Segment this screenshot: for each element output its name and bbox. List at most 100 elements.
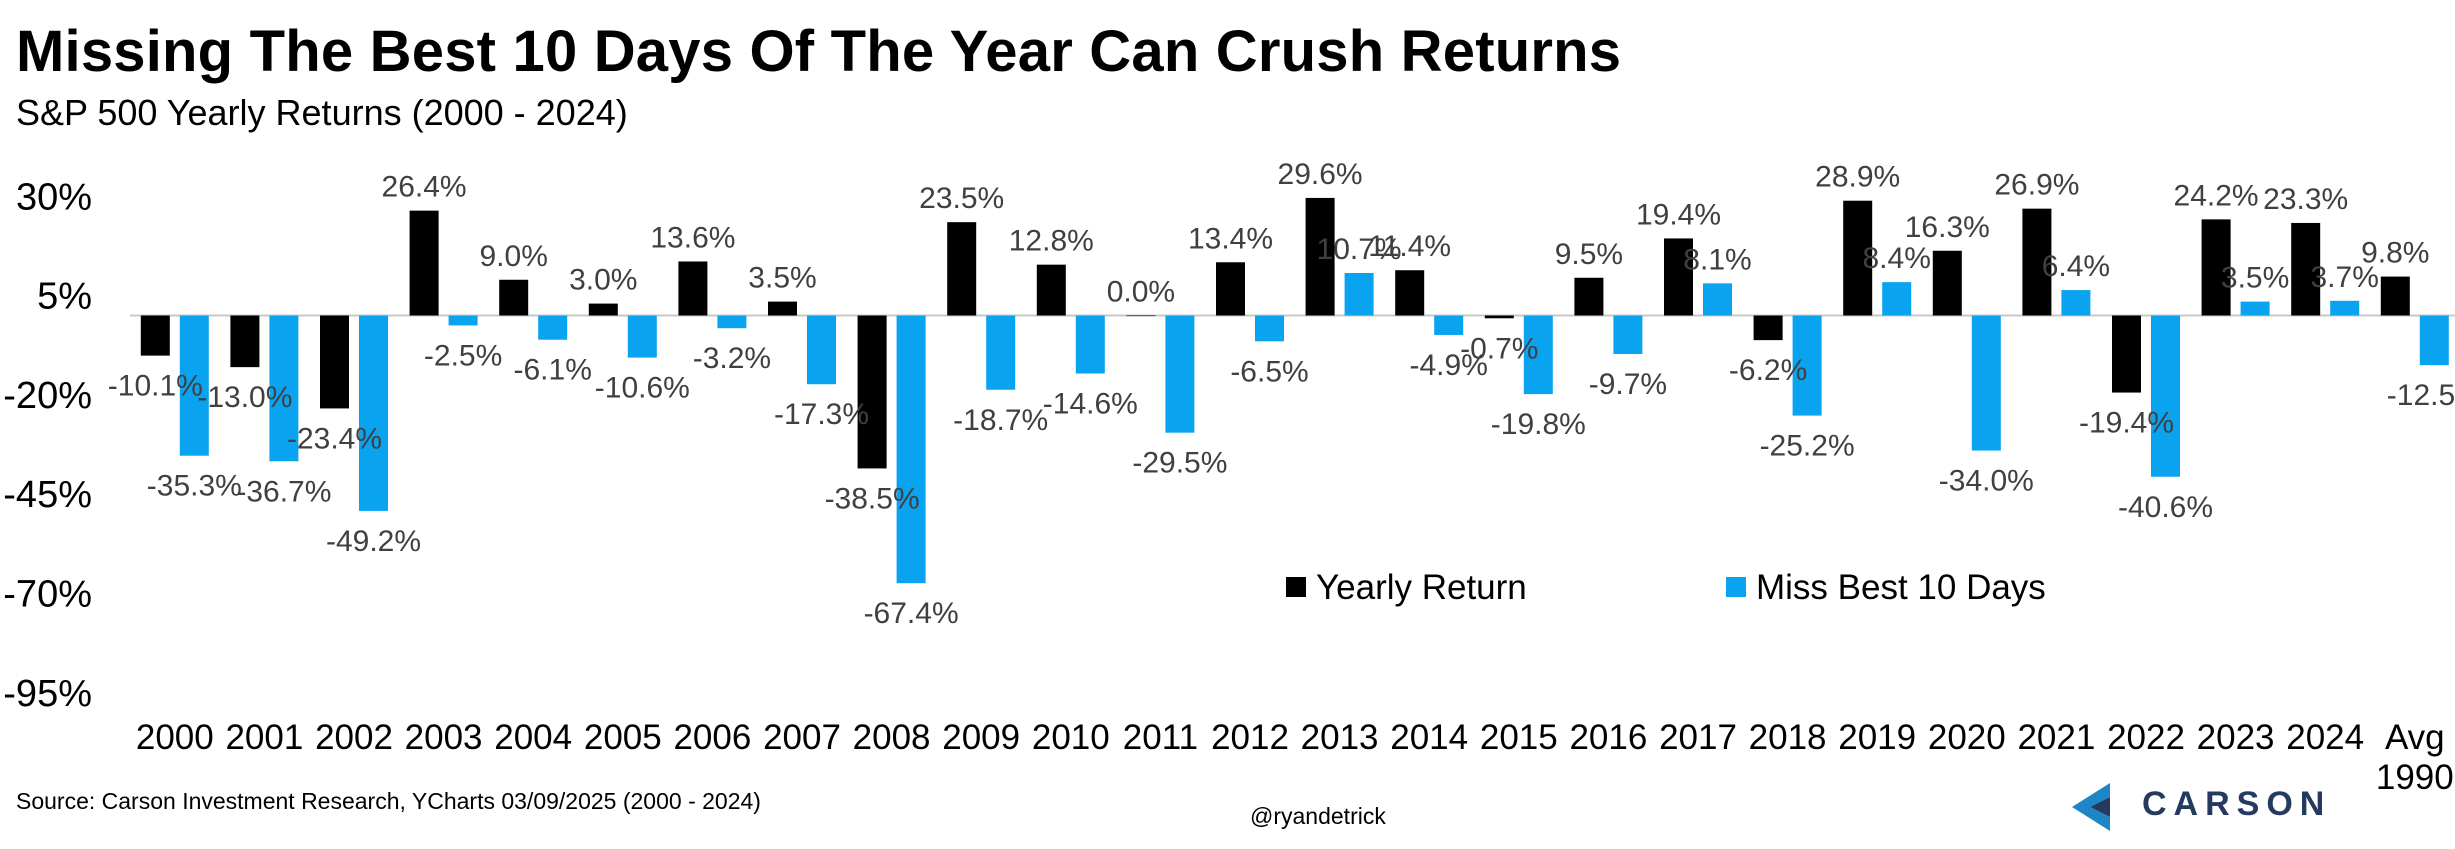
x-tick-label: 2009	[942, 718, 1020, 757]
data-label: -67.4%	[864, 597, 959, 630]
legend-label: Yearly Return	[1316, 568, 1527, 607]
bar-miss-best-10-days	[2330, 300, 2360, 316]
data-label: 10.7%	[1317, 233, 1402, 266]
data-label: -25.2%	[1760, 430, 1855, 463]
x-tick-label: 2000	[136, 718, 214, 757]
data-label: -6.1%	[514, 354, 592, 387]
bar-miss-best-10-days	[1434, 315, 1464, 335]
x-tick-label: 2016	[1569, 718, 1647, 757]
data-label: 9.8%	[2361, 237, 2429, 270]
bar-miss-best-10-days	[1344, 272, 1374, 316]
legend-label: Miss Best 10 Days	[1756, 568, 2046, 607]
bar-miss-best-10-days	[179, 315, 209, 456]
data-label: -36.7%	[236, 475, 331, 508]
bar-yearly-return	[2201, 219, 2231, 316]
data-labels: -10.1% -35.3% -13.0% -36.7% -23.4% -49.2% 26.4…	[108, 158, 2455, 630]
bar-miss-best-10-days	[448, 315, 478, 326]
bar-miss-best-10-days	[2061, 290, 2091, 316]
author-handle: @ryandetrick	[1250, 803, 1386, 829]
data-label: 23.3%	[2263, 183, 2348, 216]
data-label: 29.6%	[1278, 158, 1363, 191]
carson-logo-icon	[2072, 783, 2110, 831]
bar-miss-best-10-days	[1613, 315, 1643, 355]
data-label: -38.5%	[825, 482, 920, 515]
data-label: -4.9%	[1410, 349, 1488, 382]
data-label: 3.5%	[2221, 262, 2289, 295]
bar-miss-best-10-days	[627, 315, 657, 358]
bar-yearly-return	[1036, 264, 1066, 316]
bar-miss-best-10-days	[1523, 315, 1553, 395]
bar-yearly-return	[678, 261, 708, 316]
bar-yearly-return	[1753, 315, 1783, 341]
data-label: -19.4%	[2079, 407, 2174, 440]
data-label: 26.9%	[1994, 169, 2079, 202]
data-label: -17.3%	[774, 398, 869, 431]
data-label: 16.3%	[1905, 211, 1990, 244]
x-tick-label: 2015	[1480, 718, 1558, 757]
data-label: 28.9%	[1815, 161, 1900, 194]
bar-miss-best-10-days	[1703, 283, 1732, 316]
x-tick-label: 2023	[2197, 718, 2275, 757]
bar-chart: 30% 5% -20% -45% -70% -95% -10.1% -35.3% -13.0%…	[3, 158, 2455, 790]
x-tick-label: 2013	[1301, 718, 1379, 757]
x-tick-label: 2014	[1390, 718, 1468, 757]
x-tick-label: 2012	[1211, 718, 1289, 757]
data-label: -3.2%	[693, 342, 771, 375]
bar-miss-best-10-days	[1971, 315, 2001, 451]
bar-yearly-return	[1305, 197, 1335, 316]
data-label: 24.2%	[2174, 179, 2259, 212]
carson-logo-text: CARSON	[2142, 785, 2332, 823]
data-label: 0.0%	[1107, 276, 1175, 309]
data-label: -6.2%	[1729, 354, 1807, 387]
data-label: -2.5%	[424, 339, 502, 372]
bar-miss-best-10-days	[986, 315, 1016, 390]
x-tick-label: 2022	[2107, 718, 2185, 757]
bar-miss-best-10-days	[1882, 282, 1912, 316]
data-label: -19.8%	[1491, 408, 1586, 441]
y-tick-label: -45%	[3, 474, 92, 516]
data-label: -34.0%	[1939, 465, 2034, 498]
data-label: 9.0%	[480, 240, 548, 273]
data-label: -9.7%	[1589, 368, 1667, 401]
data-label: 13.6%	[650, 221, 735, 254]
x-tick-label: 2010	[1032, 718, 1110, 757]
data-label: -49.2%	[326, 525, 421, 558]
bar-yearly-return	[320, 315, 349, 409]
x-tick-label: 2006	[673, 718, 751, 757]
data-label: -10.6%	[595, 372, 690, 405]
data-label: 6.4%	[2042, 250, 2110, 283]
legend-swatch-yearly-return	[1286, 577, 1306, 597]
data-label: 13.4%	[1188, 222, 1273, 255]
bar-miss-best-10-days	[1792, 315, 1822, 416]
data-label: -40.6%	[2118, 491, 2213, 524]
data-label: -35.3%	[147, 470, 242, 503]
data-label: 26.4%	[382, 171, 467, 204]
bar-yearly-return	[2380, 276, 2410, 316]
x-tick-label: 2021	[2017, 718, 2095, 757]
bar-yearly-return	[499, 279, 529, 316]
bar-yearly-return	[768, 301, 797, 316]
x-tick-label: 2020	[1928, 718, 2006, 757]
x-tick-label: 2002	[315, 718, 393, 757]
data-label: 3.7%	[2311, 261, 2379, 294]
y-tick-label: 5%	[37, 276, 92, 318]
data-label: -14.6%	[1043, 387, 1138, 420]
bar-yearly-return	[2112, 315, 2141, 393]
data-label: 11.4%	[1368, 230, 1451, 263]
data-label: 3.5%	[748, 262, 816, 295]
legend-swatch-miss-best-10-days	[1726, 577, 1746, 597]
data-label: 8.1%	[1683, 243, 1751, 276]
bar-miss-best-10-days	[896, 315, 926, 584]
data-label: 12.8%	[1009, 225, 1094, 258]
x-axis: 2000 2001 2002 2003 2004 2005 2006 2007 2008 2009…	[136, 718, 2454, 790]
chart-subtitle: S&P 500 Yearly Returns (2000 - 2024)	[16, 92, 628, 133]
data-label: -13.0%	[197, 381, 292, 414]
y-tick-label: -20%	[3, 375, 92, 417]
bar-yearly-return	[1216, 262, 1245, 316]
data-label: -6.5%	[1230, 355, 1308, 388]
bar-miss-best-10-days	[1255, 315, 1284, 342]
bar-miss-best-10-days	[2419, 315, 2449, 366]
x-tick-label: 2011	[1123, 718, 1198, 757]
bar-yearly-return	[1395, 270, 1425, 316]
x-tick-label: 2024	[2286, 718, 2364, 757]
